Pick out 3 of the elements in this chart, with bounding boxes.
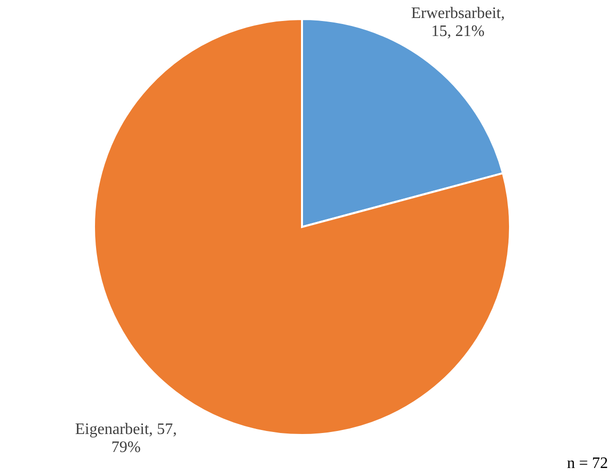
slice-label: Erwerbsarbeit, 15, 21%: [411, 5, 505, 40]
text: n = 72: [566, 455, 608, 472]
slice-label: Eigenarbeit, 57, 79%: [75, 420, 177, 456]
